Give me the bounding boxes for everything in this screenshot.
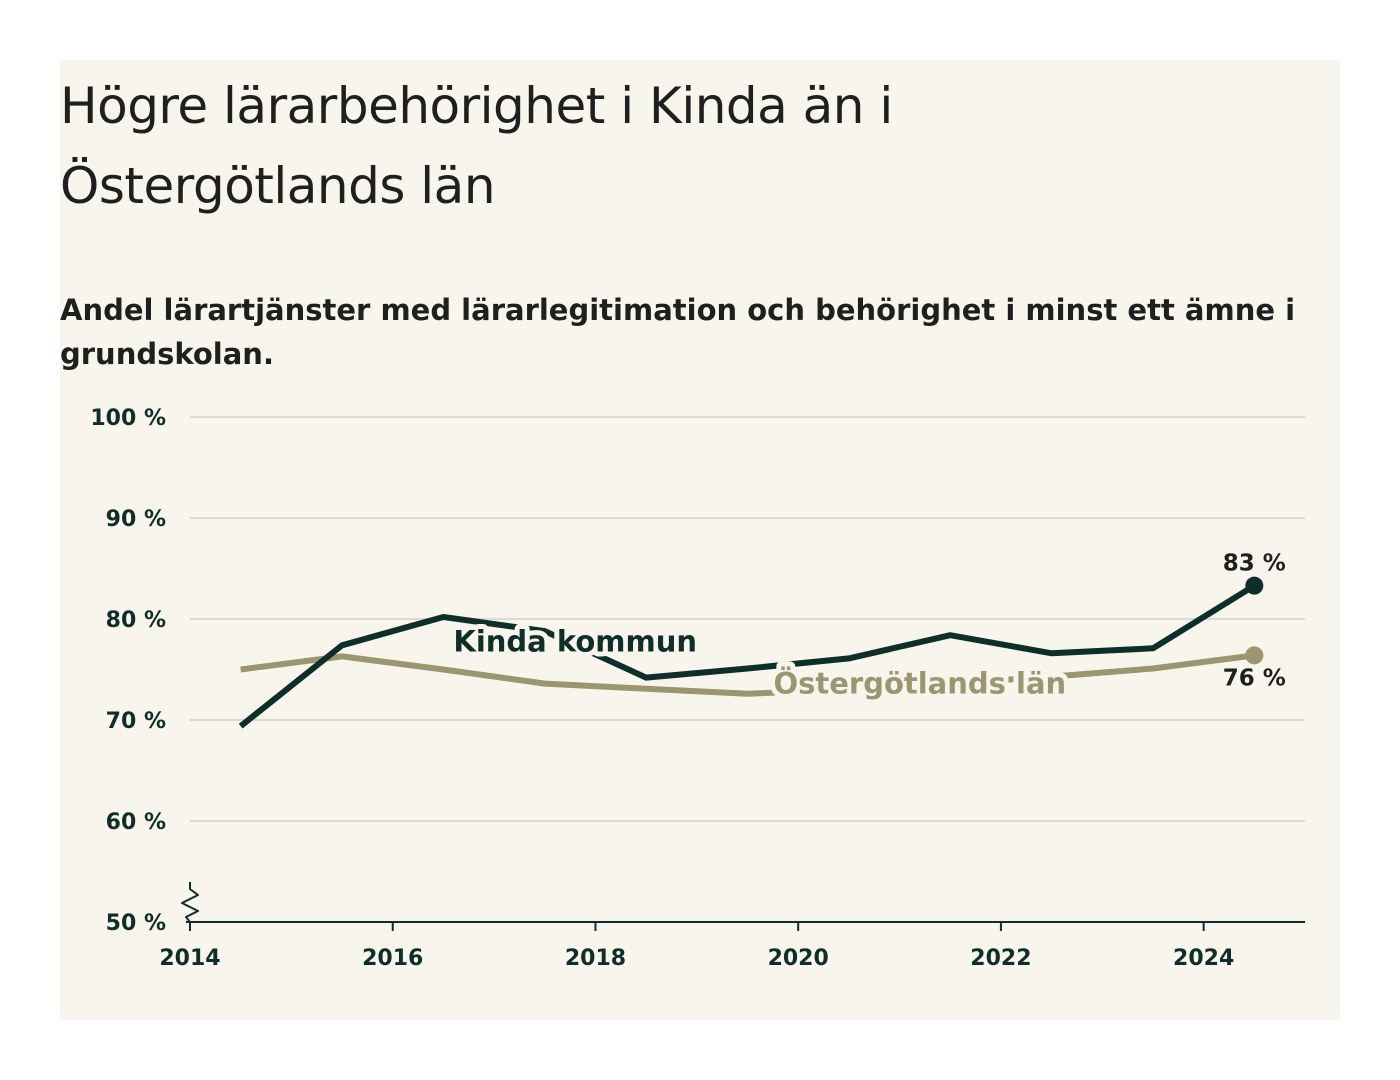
chart-card: Högre lärarbehörighet i Kinda än i Öster…	[60, 60, 1340, 1020]
end-point-marker	[1245, 576, 1264, 595]
x-tick-label: 2014	[159, 946, 220, 971]
end-label-ostergotland: 76 %	[1223, 665, 1286, 691]
series-line-ostergotland	[240, 652, 1255, 697]
y-tick-label: 100 %	[90, 406, 166, 431]
axis-break-icon	[181, 882, 199, 923]
chart-title: Högre lärarbehörighet i Kinda än i Öster…	[60, 77, 893, 215]
chart-subtitle: Andel lärartjänster med lärarlegitimatio…	[60, 293, 1296, 371]
end-label-kinda: 83 %	[1223, 551, 1286, 577]
x-tick-label: 2020	[768, 946, 829, 971]
series-label-ostergotland-halo: Östergötlands län	[773, 667, 1066, 701]
x-tick-label: 2024	[1173, 946, 1234, 971]
y-tick-label: 50 %	[106, 911, 166, 936]
x-tick-label: 2018	[565, 946, 626, 971]
y-tick-label: 70 %	[106, 709, 166, 734]
series-label-kinda-halo: Kinda kommun	[453, 624, 697, 658]
series-label-kinda: Kinda kommun	[453, 624, 697, 658]
x-tick-label: 2016	[362, 946, 423, 971]
y-tick-label: 80 %	[106, 608, 166, 633]
x-tick-label: 2022	[970, 946, 1031, 971]
axes: 50 % 60 % 70 % 80 % 90 % 100 % 2014 2016 2018 202…	[90, 406, 1305, 971]
series-lines	[238, 576, 1264, 729]
series-label-ostergotland: Östergötlands län	[773, 667, 1066, 701]
y-tick-label: 60 %	[106, 810, 166, 835]
series-line-kinda	[238, 583, 1256, 729]
line-chart: 50 % 60 % 70 % 80 % 90 % 100 % 2014 2016 2018 202…	[90, 406, 1305, 971]
end-point-marker	[1245, 646, 1264, 665]
y-tick-label: 90 %	[106, 507, 166, 532]
gridlines	[190, 416, 1305, 822]
